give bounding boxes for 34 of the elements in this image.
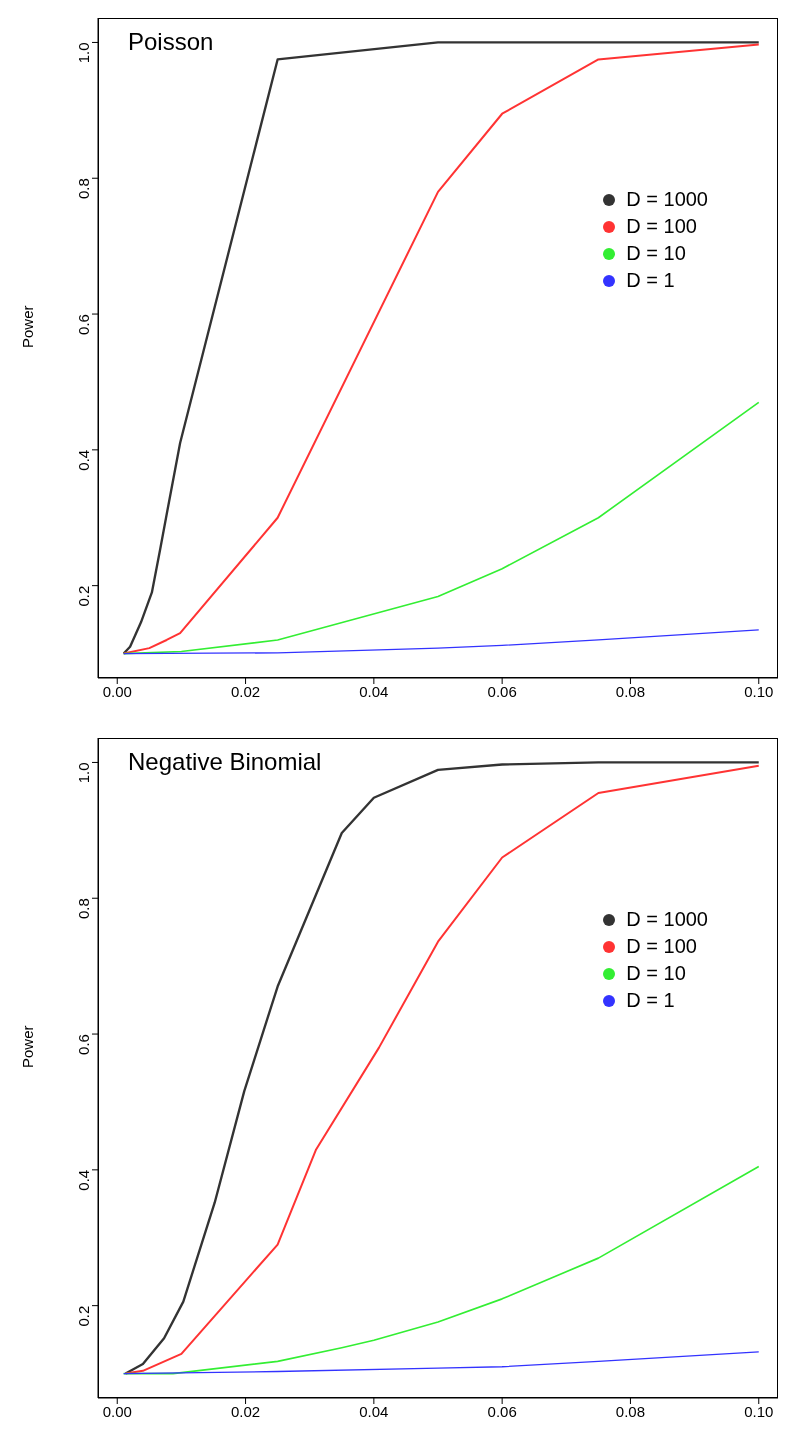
x-tick-label: 0.06	[487, 1402, 517, 1420]
y-tick-label: 0.2	[75, 1305, 93, 1327]
y-tick-label: 1.0	[75, 42, 93, 64]
x-tick-label: 0.06	[487, 682, 517, 700]
x-tick-label: 0.00	[102, 1402, 132, 1420]
legend-label: D = 100	[626, 215, 697, 238]
y-tick-label: 0.8	[75, 898, 93, 920]
y-tick-label: 0.6	[75, 1034, 93, 1055]
legend-label: D = 1000	[626, 188, 708, 211]
legend-label: D = 1000	[626, 908, 708, 931]
y-axis-title: Power	[19, 1025, 37, 1068]
legend-label: D = 1	[626, 989, 675, 1012]
x-tick-label: 0.08	[615, 682, 646, 700]
legend-label: D = 1	[626, 269, 675, 292]
chart-title: Poisson	[128, 28, 214, 56]
y-axis-title: Power	[19, 305, 37, 348]
y-tick-label: 1.0	[75, 762, 93, 784]
x-tick-label: 0.10	[744, 682, 774, 700]
y-tick-label: 0.6	[75, 314, 93, 335]
x-tick-label: 0.04	[359, 682, 389, 700]
y-tick-label: 0.4	[75, 449, 93, 471]
y-tick-label: 0.2	[75, 585, 93, 607]
x-tick-label: 0.02	[230, 1402, 261, 1420]
x-tick-label: 0.00	[102, 682, 132, 700]
legend-label: D = 100	[626, 935, 697, 958]
x-tick-label: 0.10	[744, 1402, 774, 1420]
x-tick-label: 0.08	[615, 1402, 646, 1420]
legend-label: D = 10	[626, 242, 686, 265]
x-tick-label: 0.04	[359, 1402, 389, 1420]
legend-label: D = 10	[626, 962, 686, 985]
x-tick-label: 0.02	[230, 682, 261, 700]
y-tick-label: 0.8	[75, 178, 93, 200]
y-tick-label: 0.4	[75, 1169, 93, 1191]
chart-title: Negative Binomial	[128, 748, 322, 776]
